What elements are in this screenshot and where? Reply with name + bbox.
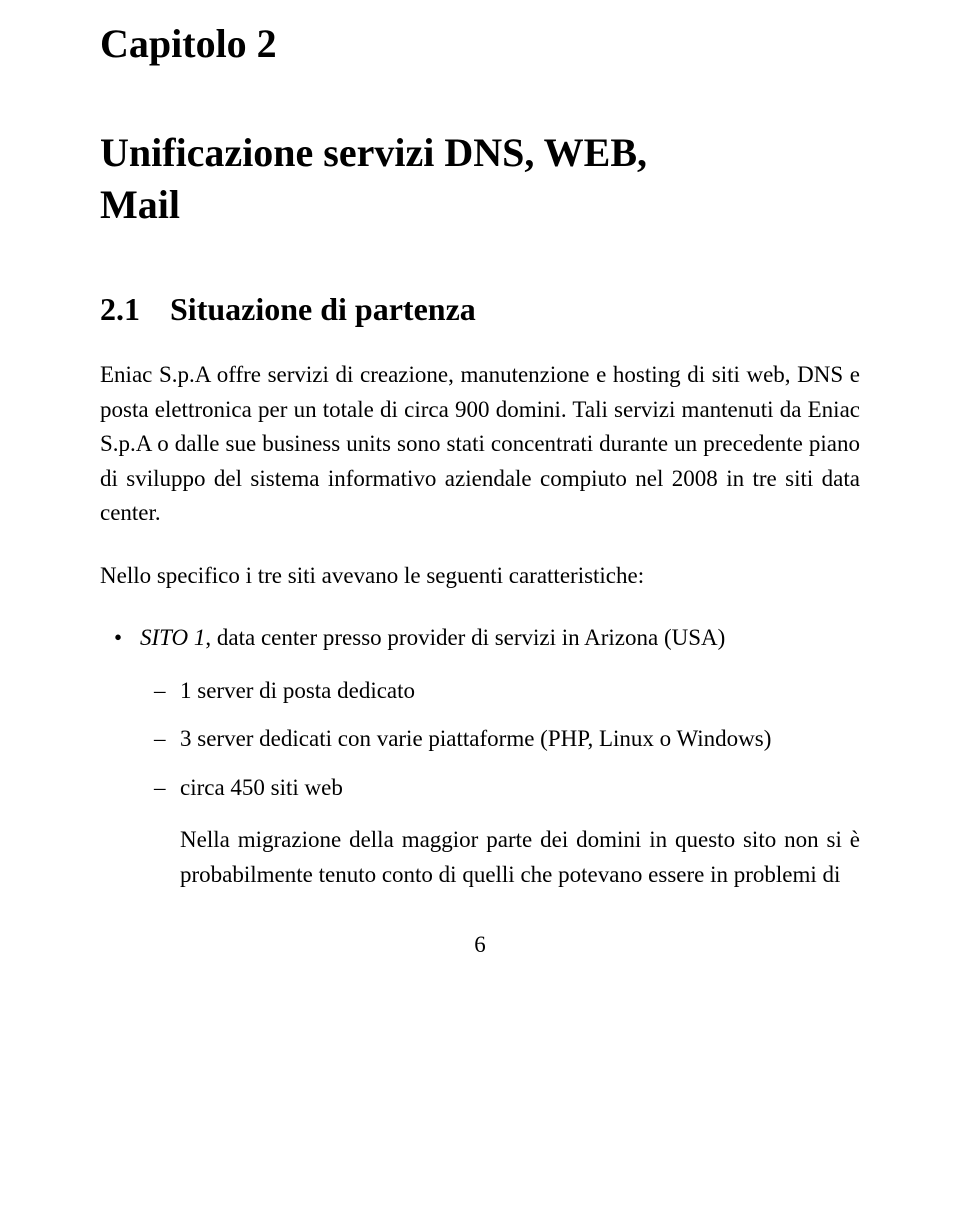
chapter-label: Capitolo 2 (100, 20, 860, 67)
section-number: 2.1 (100, 291, 140, 328)
sub-list: 1 server di posta dedicato 3 server dedi… (140, 674, 860, 806)
paragraph-1: Eniac S.p.A offre servizi di creazione, … (100, 358, 860, 531)
chapter-title-line1: Unificazione servizi DNS, WEB, (100, 127, 860, 179)
list-item: 1 server di posta dedicato (140, 674, 860, 709)
list-item: SITO 1, data center presso provider di s… (100, 621, 860, 892)
list-item-text: , data center presso provider di servizi… (205, 625, 725, 650)
list-item-emphasis: SITO 1 (140, 625, 205, 650)
list-item: 3 server dedicati con varie piattaforme … (140, 722, 860, 757)
chapter-title: Unificazione servizi DNS, WEB, Mail (100, 127, 860, 231)
section-heading: 2.1 Situazione di partenza (100, 291, 860, 328)
paragraph-2: Nello specifico i tre siti avevano le se… (100, 559, 860, 594)
section-title: Situazione di partenza (170, 291, 476, 327)
bullet-list: SITO 1, data center presso provider di s… (100, 621, 860, 892)
list-item: circa 450 siti web (140, 771, 860, 806)
page-number: 6 (100, 932, 860, 958)
chapter-title-line2: Mail (100, 179, 860, 231)
list-item-paragraph: Nella migrazione della maggior parte dei… (140, 823, 860, 892)
